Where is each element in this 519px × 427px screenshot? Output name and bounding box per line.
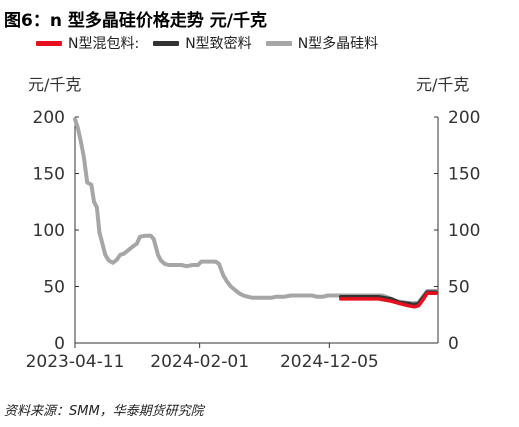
y-unit-right: 元/千克 [416,75,469,94]
legend-label-hybrid: N型混包料: [68,36,140,52]
y-tick-label-right: 50 [448,278,470,298]
legend-item-dense: N型致密料 [153,33,252,53]
series-line-hybrid [338,291,438,309]
legend-label-dense: N型致密料 [185,36,252,52]
x-tick-label: 2024-12-05 [280,352,379,372]
y-tick-label-left: 150 [33,165,65,185]
series-line-polysilicon [73,117,438,306]
legend-item-hybrid: N型混包料: [36,33,139,53]
y-tick-label-right: 0 [448,334,459,354]
legend-label-polysilicon: N型多晶硅料 [297,36,379,52]
y-tick-label-left: 50 [43,278,65,298]
chart-title: 图6：n 型多晶硅价格走势 元/千克 [4,11,267,31]
y-tick-label-left: 100 [33,221,65,241]
x-tick-label: 2023-04-11 [26,352,125,372]
y-unit-left: 元/千克 [28,75,81,94]
legend-swatch-hybrid [36,40,62,46]
legend-swatch-dense [153,40,180,46]
source-note: 资料来源：SMM，华泰期货研究院 [4,404,204,419]
y-tick-label-left: 0 [54,334,65,354]
y-tick-label-left: 200 [33,108,65,128]
y-tick-label-right: 150 [448,165,480,185]
legend-item-polysilicon: N型多晶硅料 [265,33,379,53]
x-tick-label: 2024-02-01 [150,352,249,372]
chart-legend: N型混包料: N型致密料 N型多晶硅料 [36,32,378,54]
y-tick-label-right: 100 [448,221,480,241]
legend-swatch-polysilicon [265,40,292,46]
y-tick-label-right: 200 [448,108,480,128]
